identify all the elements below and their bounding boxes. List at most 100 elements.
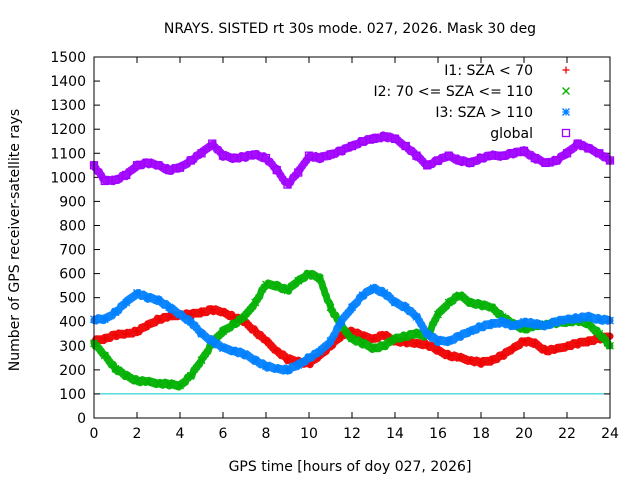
data-point (100, 176, 109, 186)
data-point (111, 364, 120, 373)
data-point (186, 371, 195, 380)
data-point (283, 180, 292, 189)
data-point (563, 315, 571, 324)
data-point (326, 150, 335, 159)
data-point (530, 320, 539, 329)
data-point (466, 356, 474, 364)
data-point (315, 347, 324, 356)
data-point (219, 344, 227, 353)
data-point (412, 151, 421, 160)
data-point (197, 149, 206, 158)
y-tick-label: 0 (77, 411, 86, 427)
data-point (358, 137, 367, 146)
data-point (584, 312, 593, 321)
x-tick-label: 2 (133, 426, 142, 442)
data-point (412, 312, 421, 321)
x-axis-title: GPS time [hours of doy 027, 2026] (229, 459, 472, 475)
data-point (391, 298, 399, 307)
data-point (122, 330, 130, 338)
legend-label: global (490, 126, 533, 142)
data-point (380, 331, 388, 339)
data-point (218, 151, 228, 160)
data-point (530, 153, 539, 163)
data-point (487, 303, 496, 312)
data-point (433, 156, 443, 165)
data-point (370, 335, 377, 343)
data-point (520, 337, 528, 345)
data-point (401, 303, 410, 312)
data-point (444, 337, 453, 345)
data-point (574, 339, 582, 347)
data-point (477, 359, 485, 367)
data-point (541, 321, 550, 330)
series-i3-sza-110 (90, 283, 614, 375)
legend-label: I3: SZA > 110 (435, 105, 533, 121)
data-point (272, 281, 281, 290)
data-point (552, 156, 561, 165)
data-point (186, 317, 195, 326)
data-point (444, 298, 453, 307)
data-point (251, 327, 259, 335)
data-point (358, 339, 367, 348)
data-point (542, 347, 549, 355)
data-point (434, 310, 442, 319)
y-tick-label: 500 (59, 291, 86, 307)
data-point (294, 361, 303, 370)
plot-frame (93, 56, 611, 419)
data-point (477, 300, 485, 309)
data-point (208, 139, 217, 148)
data-point (444, 151, 453, 160)
data-point (369, 284, 378, 292)
data-point (305, 353, 313, 362)
y-axis-title: Number of GPS receiver-satellite rays (7, 109, 23, 371)
x-tick-label: 22 (558, 426, 576, 442)
data-point (272, 165, 281, 175)
data-point (380, 132, 389, 141)
data-point (315, 153, 324, 163)
data-point (562, 149, 572, 158)
data-point (401, 141, 410, 151)
y-tick-label: 700 (59, 243, 86, 259)
y-tick-label: 1400 (50, 74, 86, 90)
plot-area: 0 2 4 6 8 10 12 14 16 18 20 22 240100200300400500600… (50, 50, 619, 442)
legend-marker (561, 128, 571, 138)
data-point (294, 276, 303, 285)
legend-marker (562, 66, 570, 74)
data-point (283, 365, 292, 374)
data-point (230, 313, 238, 321)
data-point (251, 298, 260, 307)
data-point (358, 291, 367, 300)
data-point (477, 322, 485, 331)
data-point (434, 347, 442, 355)
data-point (423, 161, 432, 170)
y-tick-label: 200 (59, 363, 86, 379)
data-point (112, 331, 119, 339)
data-point (229, 346, 238, 355)
data-point (154, 296, 163, 305)
data-point (284, 355, 291, 363)
data-point (573, 139, 582, 148)
data-point (122, 298, 131, 307)
legend: I1: SZA < 70 I2: 70 <= SZA <= 110 I3: SZA … (373, 63, 571, 142)
y-tick-label: 300 (59, 339, 86, 355)
data-point (347, 141, 357, 151)
x-tick-label: 8 (262, 426, 271, 442)
data-point (584, 144, 593, 153)
data-point (219, 308, 227, 316)
data-point (273, 347, 281, 355)
data-point (197, 329, 206, 338)
data-point (240, 312, 249, 321)
data-point (456, 354, 463, 362)
data-point (348, 334, 356, 343)
y-tick-label: 1300 (50, 98, 86, 114)
y-tick-label: 900 (59, 194, 86, 210)
y-tick-label: 1200 (50, 122, 86, 138)
data-point (262, 362, 270, 371)
data-point (498, 151, 507, 160)
data-point (595, 149, 604, 158)
x-tick-label: 6 (219, 426, 228, 442)
data-point (100, 351, 109, 360)
data-point (423, 329, 432, 338)
data-point (132, 161, 142, 170)
data-point (337, 332, 345, 340)
